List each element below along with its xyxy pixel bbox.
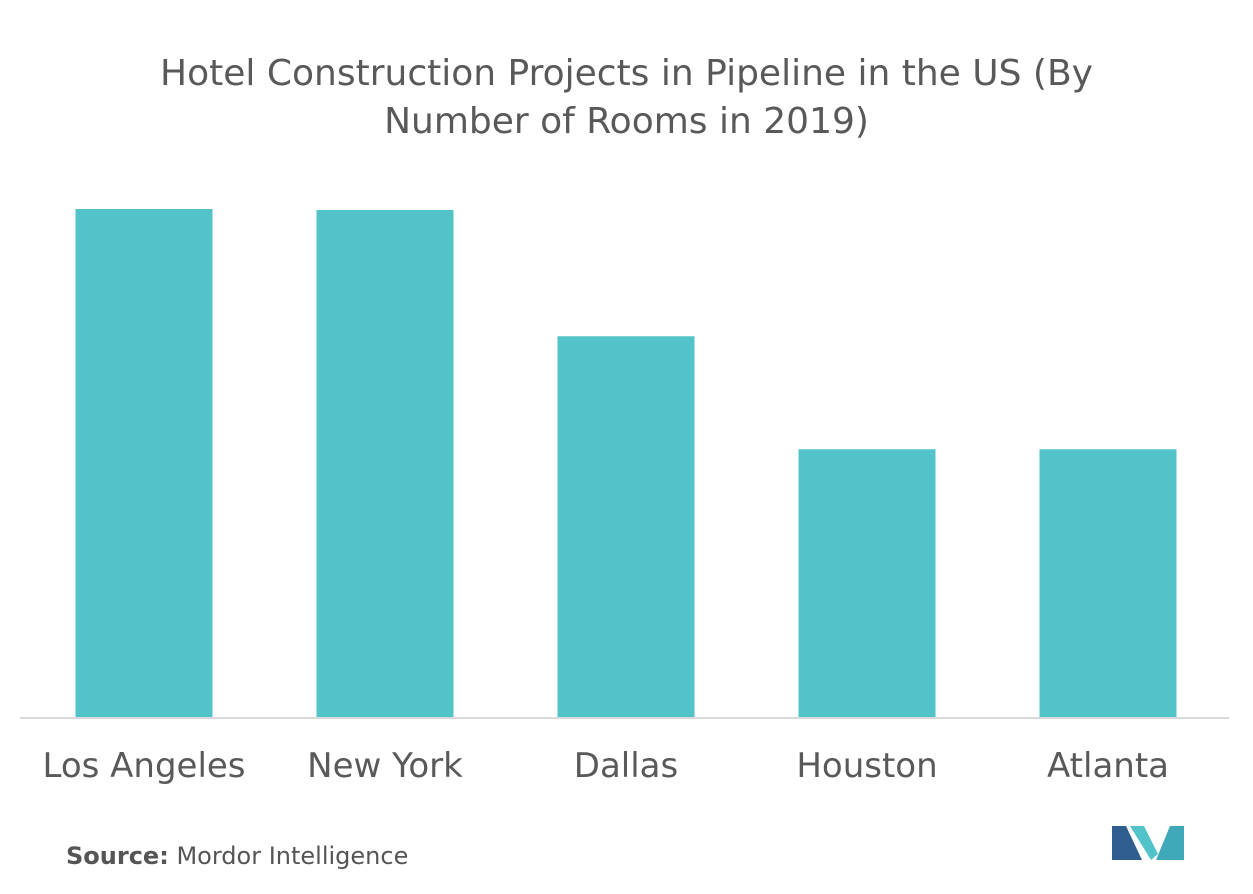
logo-shape-right [1156, 826, 1184, 860]
category-label-atlanta: Atlanta [1047, 746, 1169, 786]
category-label-los-angeles: Los Angeles [42, 746, 245, 786]
bar-dallas [557, 336, 695, 718]
category-label-new-york: New York [307, 746, 463, 786]
bar-atlanta [1039, 449, 1177, 718]
source-note: Source: Mordor Intelligence [66, 842, 408, 870]
chart-title-line-1: Hotel Construction Projects in Pipeline … [160, 53, 1093, 94]
category-labels: Los Angeles New York Dallas Houston Atlanta [42, 746, 1169, 786]
category-label-houston: Houston [796, 746, 937, 786]
logo-shape-left [1112, 826, 1142, 860]
logo-shape-mid [1130, 826, 1158, 860]
bars-layer [75, 209, 1177, 718]
mordor-intelligence-logo-icon [1112, 826, 1184, 860]
category-label-dallas: Dallas [574, 746, 678, 786]
bar-new-york [316, 210, 454, 718]
source-text: Mordor Intelligence [176, 842, 409, 870]
chart-title-line-2: Number of Rooms in 2019) [384, 101, 869, 142]
bar-houston [798, 449, 936, 718]
source-label: Source: [66, 842, 169, 870]
chart-title: Hotel Construction Projects in Pipeline … [0, 50, 1253, 146]
bar-los-angeles [75, 209, 213, 718]
